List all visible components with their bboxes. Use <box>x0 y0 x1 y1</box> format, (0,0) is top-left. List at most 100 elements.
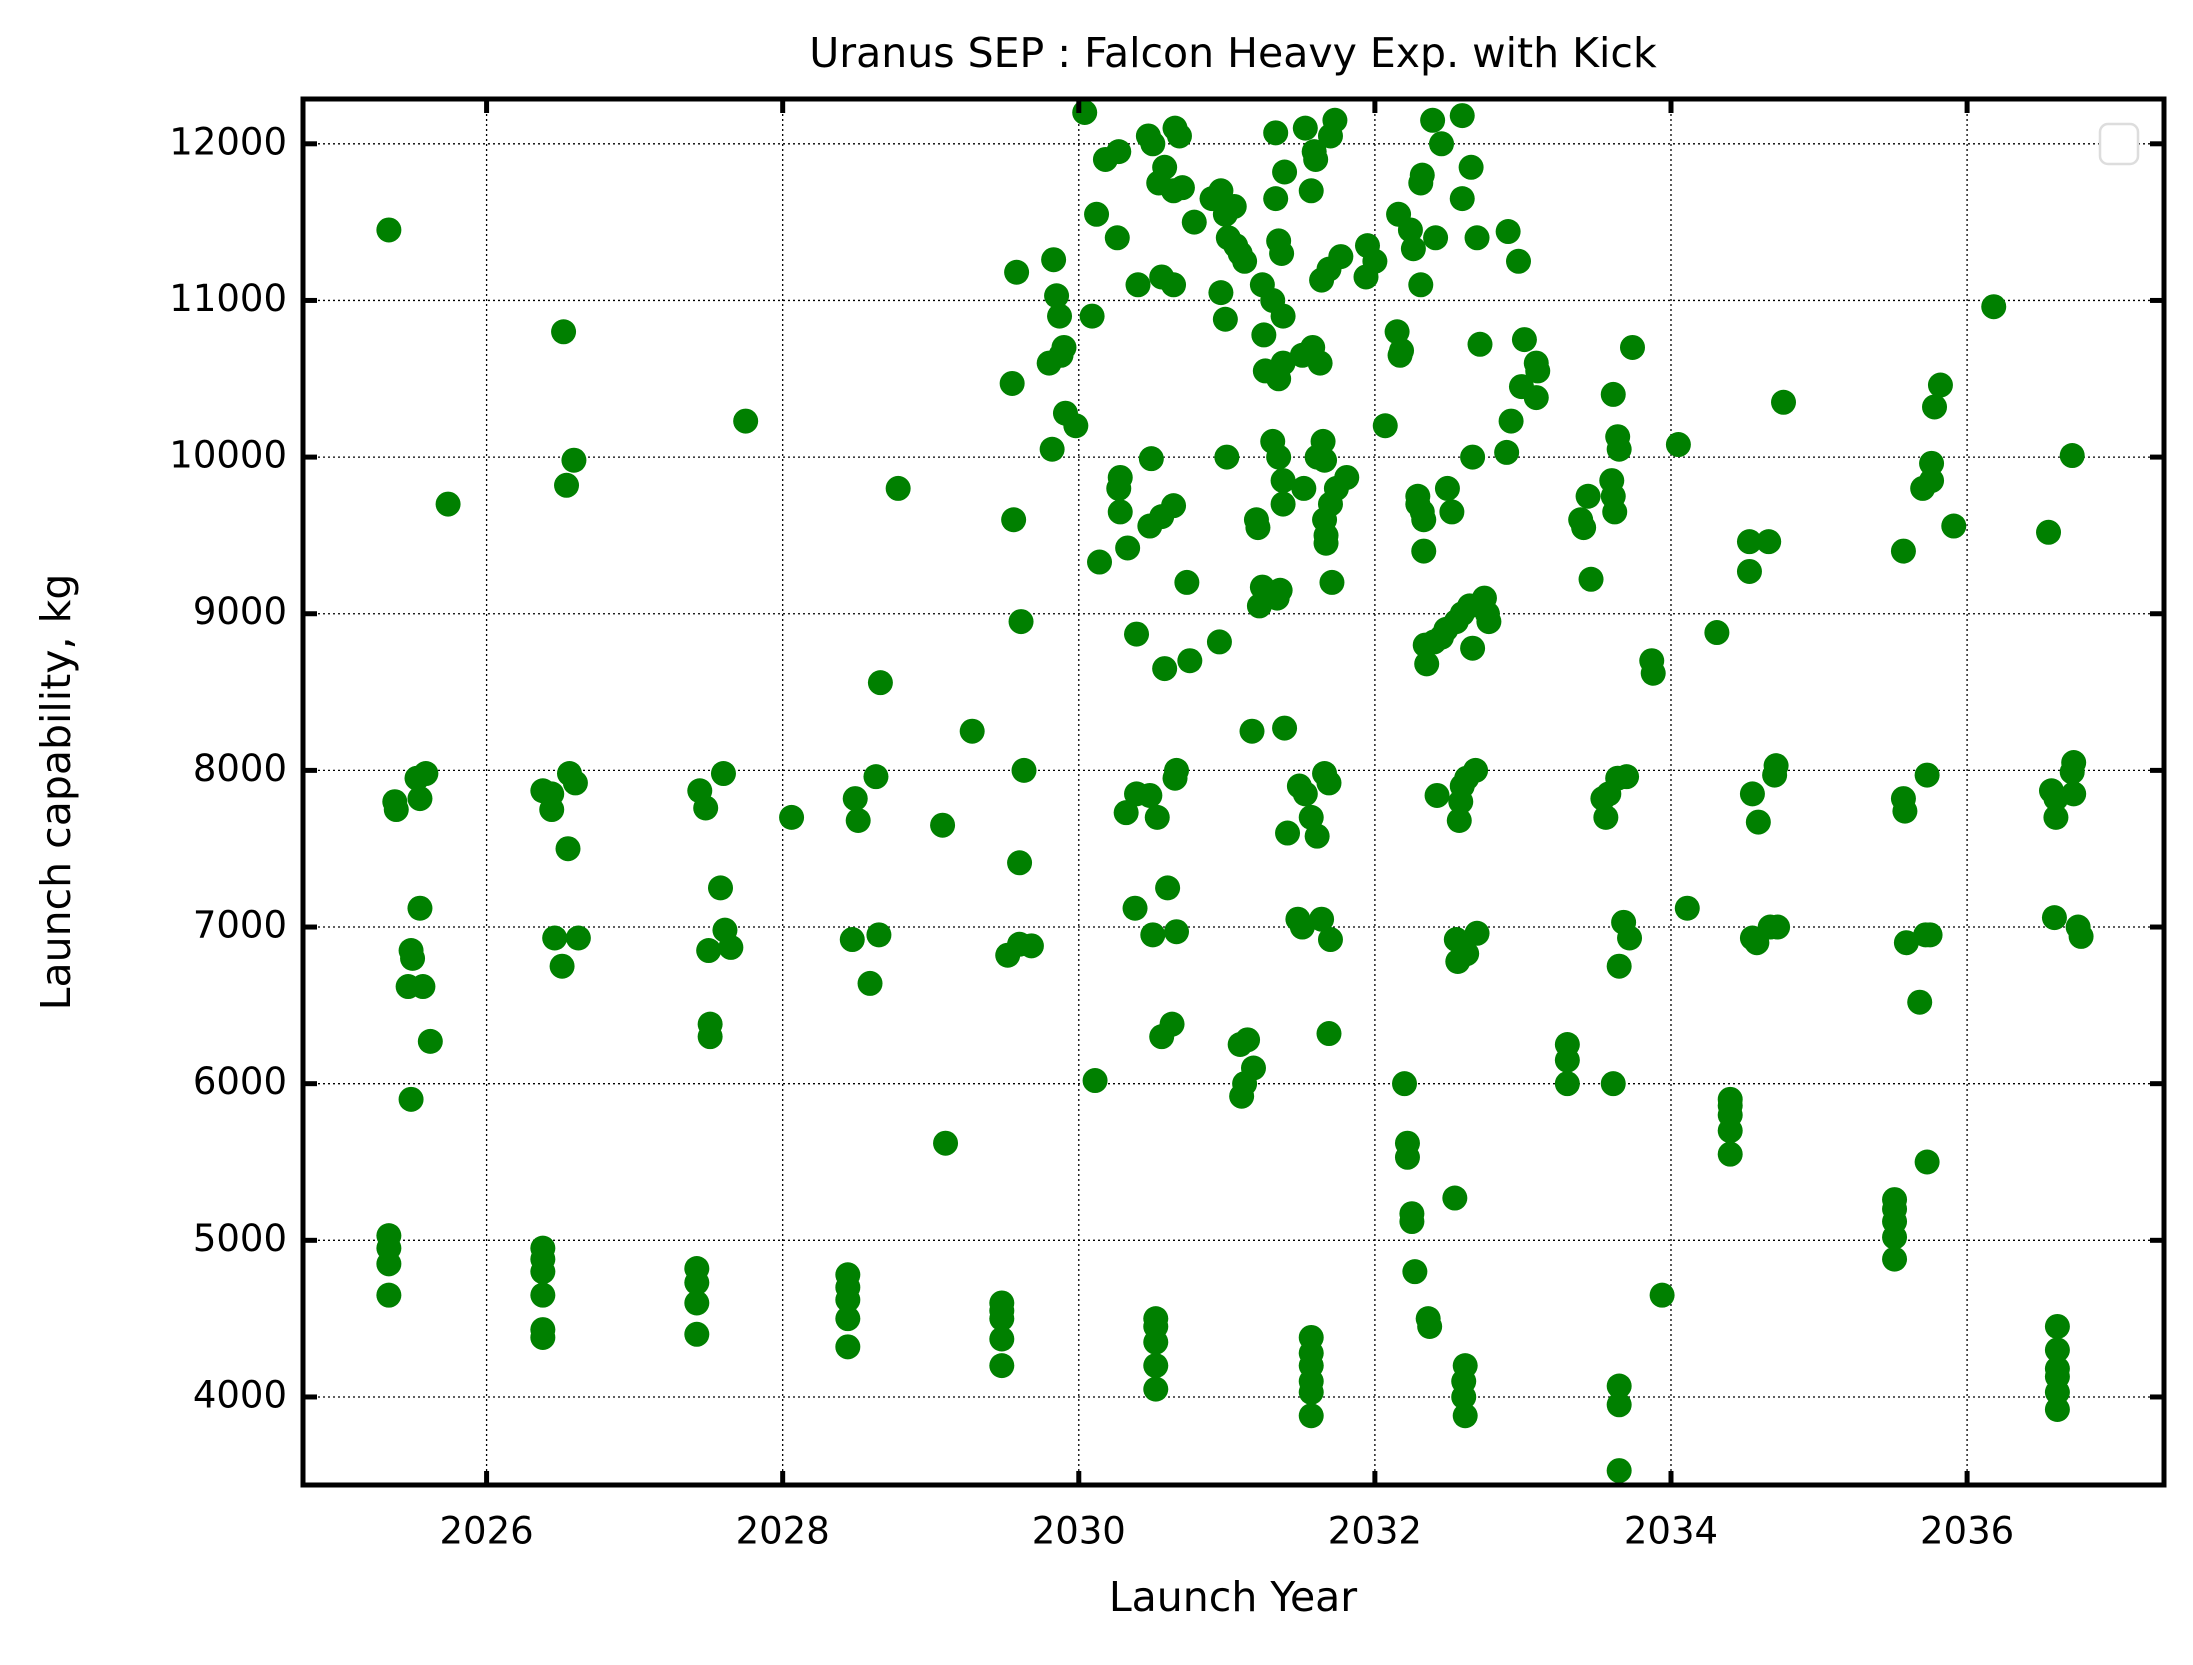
point <box>1476 609 1502 635</box>
point <box>1394 1144 1420 1170</box>
point <box>1177 648 1203 674</box>
point <box>708 875 734 901</box>
point <box>1164 757 1190 783</box>
points <box>376 99 2094 1484</box>
point <box>1292 115 1318 141</box>
point <box>1578 566 1604 592</box>
point <box>1452 1403 1478 1429</box>
point <box>2061 750 2087 776</box>
point <box>1892 798 1918 824</box>
point <box>1511 327 1537 353</box>
x-tick-label: 2034 <box>1624 1510 1718 1553</box>
point <box>1424 782 1450 808</box>
point <box>1298 804 1324 830</box>
point <box>1063 413 1089 439</box>
point <box>1303 146 1329 172</box>
point <box>1919 450 1945 476</box>
point <box>1981 294 2007 320</box>
point <box>561 447 587 473</box>
point <box>684 1321 710 1347</box>
point <box>1467 331 1493 357</box>
point <box>2059 443 2085 469</box>
point <box>718 934 744 960</box>
point <box>1319 569 1345 595</box>
point <box>1041 247 1067 273</box>
point <box>1152 656 1178 682</box>
point <box>530 1282 556 1308</box>
point <box>1143 1353 1169 1379</box>
point <box>1922 394 1948 420</box>
point <box>1181 209 1207 235</box>
point <box>382 789 408 815</box>
point <box>857 970 883 996</box>
point <box>2043 804 2069 830</box>
y-tick-label: 6000 <box>193 1060 287 1103</box>
point <box>1309 906 1335 932</box>
point <box>1316 770 1342 796</box>
point <box>1640 660 1666 686</box>
point <box>693 795 719 821</box>
point <box>1463 757 1489 783</box>
point <box>1523 385 1549 411</box>
point <box>1115 535 1141 561</box>
point <box>1328 244 1354 270</box>
point <box>1941 513 1967 539</box>
point <box>376 217 402 243</box>
point <box>539 781 565 807</box>
point <box>1144 804 1170 830</box>
point <box>1736 529 1762 555</box>
point <box>1174 569 1200 595</box>
point <box>551 319 577 345</box>
point <box>2041 905 2067 931</box>
point <box>1914 1149 1940 1175</box>
point <box>1104 225 1130 251</box>
point <box>417 1028 443 1054</box>
point <box>779 804 805 830</box>
point <box>1614 764 1640 790</box>
point <box>1554 1071 1580 1097</box>
point <box>1606 953 1632 979</box>
point <box>2061 781 2087 807</box>
point <box>1704 620 1730 646</box>
x-axis-label: Launch Year <box>1109 1573 1357 1621</box>
point <box>1736 558 1762 584</box>
point <box>1890 538 1916 564</box>
chart-title: Uranus SEP : Falcon Heavy Exp. with Kick <box>809 29 1657 77</box>
point <box>1208 280 1234 306</box>
point <box>1051 334 1077 360</box>
point <box>413 761 439 787</box>
point <box>1212 306 1238 332</box>
point <box>2044 1396 2070 1422</box>
point <box>1140 922 1166 948</box>
point <box>1289 914 1315 940</box>
y-tick-label: 5000 <box>193 1217 287 1260</box>
y-tick-label: 12000 <box>169 120 287 163</box>
point <box>835 1334 861 1360</box>
point <box>1372 413 1398 439</box>
point <box>1617 925 1643 951</box>
point <box>2044 1337 2070 1363</box>
point <box>1270 350 1296 376</box>
point <box>1362 248 1388 274</box>
point <box>1907 989 1933 1015</box>
point <box>1221 193 1247 219</box>
point <box>530 1235 556 1261</box>
point <box>1434 475 1460 501</box>
point <box>1498 408 1524 434</box>
point <box>1245 515 1271 541</box>
x-tick-label: 2028 <box>736 1510 830 1553</box>
point <box>1007 850 1033 876</box>
point <box>1125 272 1151 298</box>
point <box>1298 1379 1324 1405</box>
point <box>1917 922 1943 948</box>
point <box>1495 219 1521 245</box>
point <box>684 1290 710 1316</box>
point <box>1454 941 1480 967</box>
point <box>1106 139 1132 165</box>
point <box>407 786 433 812</box>
point <box>1206 629 1232 655</box>
point <box>1313 530 1339 556</box>
point <box>1391 1071 1417 1097</box>
point <box>1263 186 1289 212</box>
